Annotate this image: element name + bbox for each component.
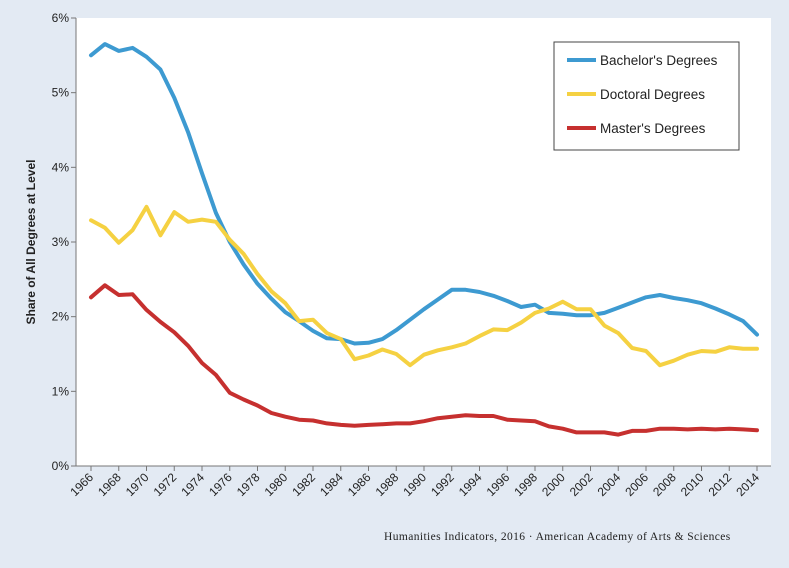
x-tick-label: 1968 [95,470,124,499]
x-tick-label: 2014 [733,470,762,499]
y-tick-label: 4% [52,160,70,174]
x-tick-label: 2012 [706,470,735,499]
y-tick-label: 1% [52,384,70,398]
x-tick-label: 1976 [206,470,235,499]
x-axis-ticks: 1966196819701972197419761978198019821984… [67,466,762,499]
x-tick-label: 1974 [178,470,207,499]
y-tick-label: 6% [52,11,70,25]
y-tick-label: 2% [52,310,70,324]
legend-label-bachelor-s-degrees: Bachelor's Degrees [600,53,718,68]
x-tick-label: 1982 [289,470,318,499]
x-tick-label: 1996 [484,470,513,499]
y-tick-label: 0% [52,459,70,473]
x-tick-label: 2004 [595,470,624,499]
x-tick-label: 1980 [262,470,291,499]
x-tick-label: 2002 [567,470,596,499]
x-tick-label: 2010 [678,470,707,499]
x-tick-label: 1990 [400,470,429,499]
x-tick-label: 1978 [234,470,263,499]
series-line-bachelor-s-degrees [89,42,759,346]
x-tick-label: 1972 [151,470,180,499]
x-tick-label: 1984 [317,470,346,499]
legend: Bachelor's Degrees Doctoral Degrees Master… [553,41,740,151]
y-axis-label: Share of All Degrees at Level [24,160,38,325]
y-tick-label: 3% [52,235,70,249]
x-tick-label: 1970 [123,470,152,499]
y-axis-ticks: 0% 1% 2% 3% 4% 5% 6% [52,11,76,473]
source-credit: Humanities Indicators, 2016 · American A… [384,531,731,543]
x-tick-label: 1986 [345,470,374,499]
series-line-master-s-degrees [89,283,759,437]
x-tick-label: 1992 [428,470,457,499]
x-tick-label: 1966 [67,470,96,499]
series-lines [89,42,759,437]
x-tick-label: 1988 [373,470,402,499]
x-tick-label: 1998 [511,470,540,499]
x-tick-label: 2006 [622,470,651,499]
y-tick-label: 5% [52,86,70,100]
x-tick-label: 1994 [456,470,485,499]
legend-label-master-s-degrees: Master's Degrees [600,121,706,136]
legend-label-doctoral-degrees: Doctoral Degrees [600,87,705,102]
x-tick-label: 2000 [539,470,568,499]
series-line-doctoral-degrees [89,204,759,368]
x-tick-label: 2008 [650,470,679,499]
